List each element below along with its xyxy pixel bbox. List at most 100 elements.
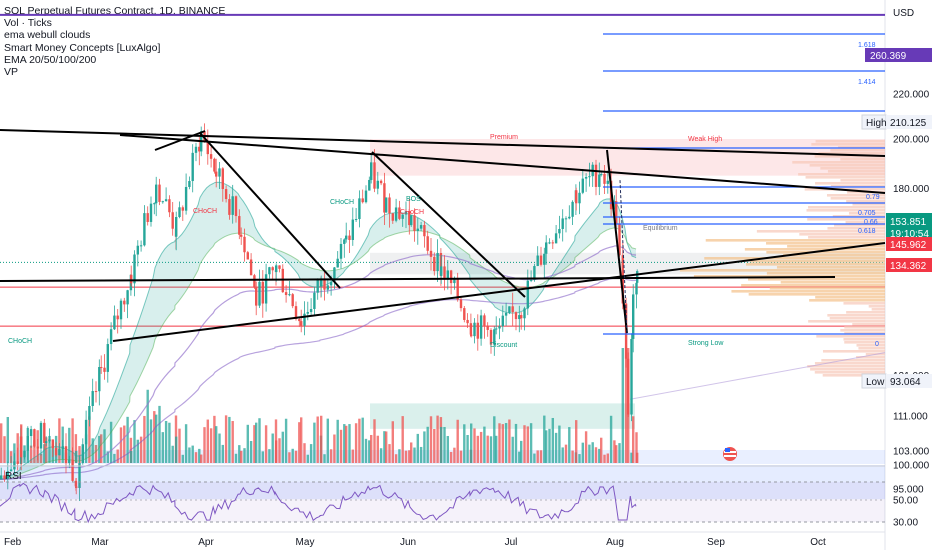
candle-body	[473, 322, 476, 337]
volume-bar	[268, 449, 271, 463]
indicator-smc[interactable]: Smart Money Concepts [LuxAlgo]	[4, 41, 161, 54]
ema-lines	[0, 181, 886, 480]
vp-bar	[808, 320, 885, 323]
candle-body	[213, 158, 216, 172]
volume-bar	[291, 448, 294, 463]
volume-bar	[470, 423, 473, 463]
fib-1618: 1.618	[858, 42, 876, 49]
volume-bar	[416, 433, 419, 463]
candle-body	[224, 189, 228, 200]
price-axis[interactable]	[885, 0, 932, 550]
candle-body	[598, 174, 601, 187]
volume-bar	[206, 419, 209, 463]
volume-bar	[473, 428, 476, 463]
candle-body	[408, 211, 411, 226]
svg-text:134.362: 134.362	[890, 261, 927, 272]
volume-bar	[408, 450, 411, 463]
vp-bar	[814, 362, 885, 365]
candle-body	[139, 245, 143, 247]
candle-body	[388, 197, 391, 214]
volume-bar	[388, 444, 391, 463]
volume-bar	[364, 438, 368, 463]
candle-body	[391, 213, 394, 221]
candle-body	[61, 446, 64, 450]
time-tick-jul: Jul	[505, 537, 518, 548]
bos-label: BOS	[406, 196, 421, 203]
volume-bar	[630, 452, 633, 463]
volume-bar	[391, 421, 394, 463]
premium-zone	[370, 139, 885, 176]
volume-bar	[591, 442, 594, 463]
vp-bar	[769, 287, 885, 290]
candle-body	[91, 391, 94, 406]
volume-bar	[486, 435, 489, 463]
volume-bar	[526, 426, 529, 463]
vp-bar	[792, 161, 885, 164]
time-tick-aug: Aug	[606, 537, 624, 548]
volume-bar	[443, 427, 446, 463]
candle-body	[261, 281, 264, 304]
volume-bar	[600, 437, 603, 463]
candle-body	[48, 439, 51, 442]
candle-body	[130, 274, 133, 284]
vp-bar	[822, 374, 885, 377]
volume-bar	[446, 436, 449, 463]
indicator-vol[interactable]: Vol · Ticks	[4, 17, 52, 30]
candle-body	[443, 266, 446, 280]
volume-bar	[361, 417, 364, 463]
vp-bar	[809, 164, 885, 167]
us-flag-icon[interactable]	[723, 447, 737, 461]
volume-bar	[598, 448, 601, 463]
indicator-vp[interactable]: VP	[4, 66, 19, 79]
indicator-ema[interactable]: EMA 20/50/100/200	[4, 53, 97, 66]
vp-bar	[848, 212, 885, 215]
vp-bar	[756, 230, 885, 233]
candle-body	[568, 216, 571, 219]
candle-body	[526, 280, 529, 309]
trendline	[0, 129, 886, 157]
candle-body	[75, 486, 78, 488]
candle-body	[153, 203, 156, 205]
candle-body	[536, 255, 539, 267]
indicator-ema-clouds[interactable]: ema webull clouds	[4, 29, 91, 42]
volume-bar	[394, 454, 398, 463]
candle-body	[29, 429, 33, 437]
rsi-title[interactable]: RSI	[5, 471, 22, 482]
volume-bar	[594, 447, 598, 463]
candle-body	[306, 312, 309, 314]
volume-bar	[281, 431, 284, 463]
volume-bar	[489, 436, 493, 463]
candle-body	[68, 459, 71, 464]
volume-bar	[98, 435, 101, 463]
currency-label[interactable]: USD	[893, 8, 914, 19]
candle-body	[584, 176, 588, 179]
vp-bar	[807, 365, 885, 368]
volume-bar	[466, 435, 469, 463]
candle-body	[495, 328, 498, 330]
candle-body	[43, 422, 46, 443]
vp-bar	[846, 200, 885, 203]
candle-body	[511, 306, 514, 313]
candle-body	[54, 448, 58, 456]
time-axis[interactable]: Feb Mar Apr May Jun Jul Aug Sep Oct	[4, 537, 826, 548]
candle-body	[255, 287, 258, 306]
volume-bar	[575, 420, 578, 463]
svg-text:153.851: 153.851	[890, 217, 927, 228]
candle-body	[98, 367, 101, 392]
volume-bar	[100, 434, 103, 463]
price-tick: 95.000	[893, 485, 924, 496]
candle-body	[416, 228, 419, 231]
volume-bar	[149, 419, 153, 463]
candle-body	[632, 294, 635, 339]
candle-body	[249, 259, 253, 276]
candle-body	[529, 279, 533, 281]
volume-bar	[113, 453, 116, 463]
candle-body	[466, 319, 469, 324]
volume-bar	[436, 415, 439, 463]
volume-bar	[213, 415, 216, 463]
fib-1414: 1.414	[858, 79, 876, 86]
candle-body	[558, 228, 561, 234]
volume-bar	[231, 421, 234, 463]
candle-body	[143, 213, 146, 246]
